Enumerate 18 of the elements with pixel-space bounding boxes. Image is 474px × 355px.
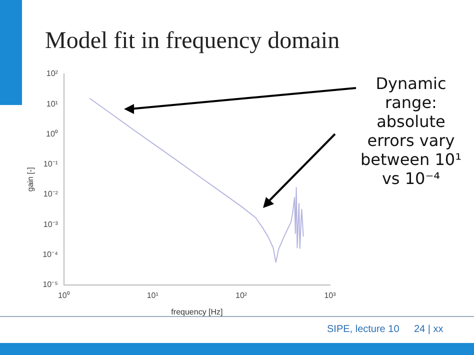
x-tick-label: 10² (236, 290, 248, 300)
x-tick-label: 10¹ (146, 290, 159, 300)
chart-title: Model fit in frequency domain (45, 28, 340, 55)
y-tick-label: 10¹ (46, 99, 58, 108)
y-tick-label: 10⁻¹ (43, 160, 58, 169)
y-axis-title: gain [-] (26, 167, 36, 192)
text: SIPE, lecture 10 (327, 324, 400, 335)
y-tick-label: 10⁻⁴ (42, 250, 58, 259)
x-tick-label: 10⁰ (58, 290, 70, 300)
text: Dynamic range: absolute errors vary between 10¹ vs 10⁻⁴ (359, 74, 463, 188)
y-tick-label: 10⁻³ (43, 220, 58, 229)
y-tick-label: 10⁻² (43, 190, 58, 199)
y-tick-label: 10⁻⁵ (42, 280, 58, 290)
y-tick-label: 10⁰ (46, 129, 58, 138)
x-tick-label: 10³ (324, 290, 336, 300)
x-axis-title: frequency [Hz] (171, 307, 223, 316)
text: 24 | xx (414, 324, 444, 335)
y-tick-label: 10² (46, 69, 58, 78)
